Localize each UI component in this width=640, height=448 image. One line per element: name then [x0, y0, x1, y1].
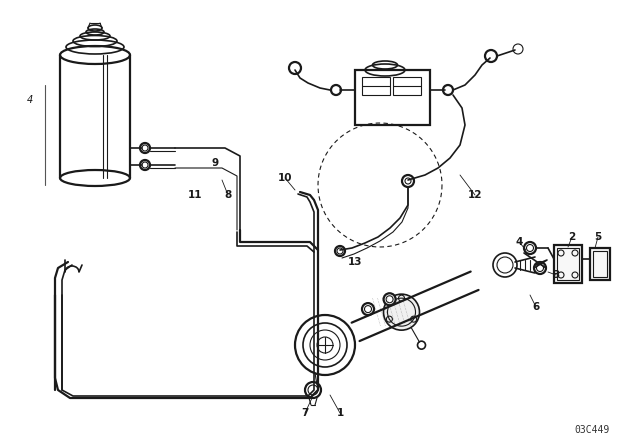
Text: 2: 2: [568, 232, 575, 242]
Bar: [557, 248, 579, 280]
Text: 4: 4: [515, 237, 523, 247]
Circle shape: [524, 242, 536, 254]
Bar: [590, 248, 610, 280]
Circle shape: [289, 62, 301, 74]
Text: 1: 1: [337, 408, 344, 418]
Circle shape: [140, 160, 150, 170]
Text: 13: 13: [348, 257, 362, 267]
Text: 7: 7: [301, 408, 308, 418]
Ellipse shape: [383, 294, 419, 330]
Text: 6: 6: [532, 302, 540, 312]
Text: 9: 9: [211, 158, 219, 168]
Text: 11: 11: [188, 190, 202, 200]
Circle shape: [362, 303, 374, 315]
Text: 10: 10: [278, 173, 292, 183]
Bar: [362, 77, 390, 95]
Circle shape: [295, 315, 355, 375]
Circle shape: [383, 293, 396, 305]
Bar: [554, 245, 582, 283]
Bar: [593, 251, 607, 277]
Circle shape: [485, 50, 497, 62]
Circle shape: [331, 85, 341, 95]
Bar: [355, 70, 430, 125]
Circle shape: [140, 143, 150, 153]
Text: 5: 5: [595, 232, 602, 242]
Circle shape: [443, 85, 453, 95]
Circle shape: [305, 382, 321, 398]
Text: 8: 8: [225, 190, 232, 200]
Circle shape: [534, 262, 546, 274]
Text: 12: 12: [468, 190, 483, 200]
Circle shape: [335, 246, 345, 256]
Text: 3: 3: [552, 270, 559, 280]
Text: 03C449: 03C449: [574, 425, 610, 435]
Circle shape: [493, 253, 517, 277]
Text: 4: 4: [27, 95, 33, 105]
Bar: [393, 77, 421, 95]
Circle shape: [417, 341, 426, 349]
Circle shape: [402, 175, 414, 187]
